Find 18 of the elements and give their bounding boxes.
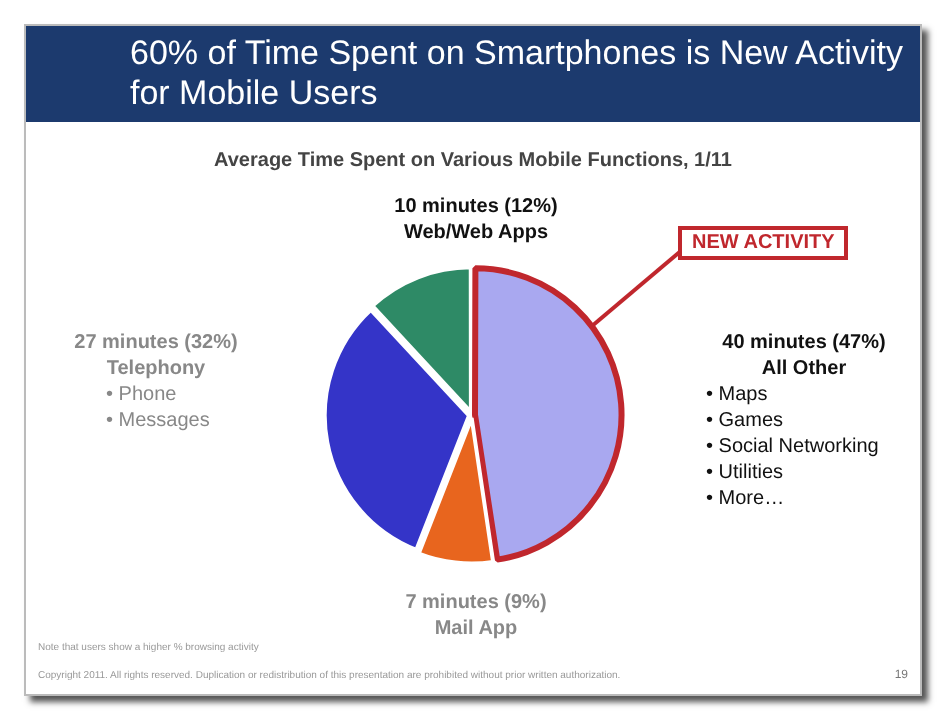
data-label: 7 minutes (9%) xyxy=(405,592,547,614)
slice-label: All Other xyxy=(761,358,847,380)
chart-title: 60% of Time Spent on Smartphones is New Activity for Mobile Users xyxy=(26,26,920,122)
text: • Maps xyxy=(706,384,768,406)
data-label: 10 minutes (12%) xyxy=(394,196,558,218)
text: • Messages xyxy=(106,410,210,432)
slice-label: Mail App xyxy=(434,618,518,640)
slice-label: Telephony xyxy=(106,358,206,380)
chart-subtitle: Average Time Spent on Various Mobile Functions, 1/11 xyxy=(212,150,734,172)
text: • Social Networking xyxy=(706,436,879,458)
text: • Phone xyxy=(106,384,177,406)
data-label: 40 minutes (47%) xyxy=(722,332,886,354)
text: • Utilities xyxy=(706,462,784,484)
text: • Games xyxy=(706,410,784,432)
data-label: 27 minutes (32%) xyxy=(74,332,238,354)
text: NEW ACTIVITY xyxy=(692,232,835,254)
slice-label: Web/Web Apps xyxy=(403,222,549,244)
text: • More… xyxy=(706,488,785,510)
